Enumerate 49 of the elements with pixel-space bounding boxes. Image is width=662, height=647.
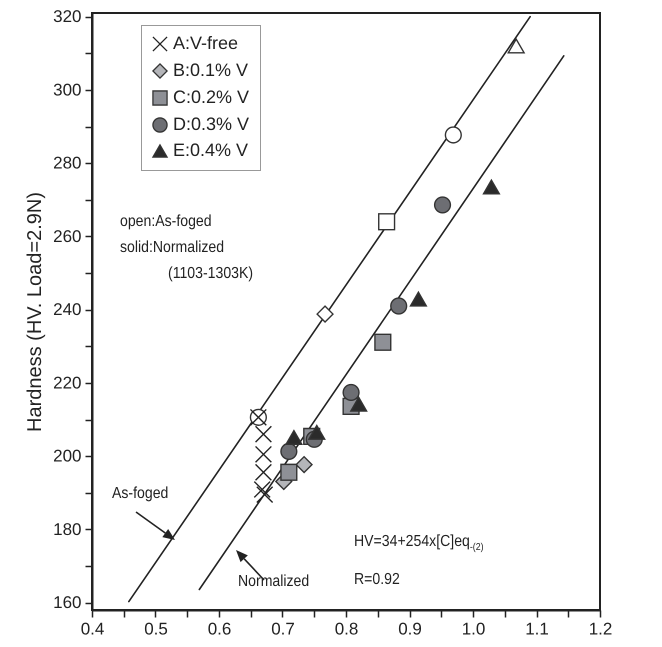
point <box>342 384 360 402</box>
y-tick-label: 240 <box>53 300 82 320</box>
x-tick-label: 1.2 <box>588 620 612 638</box>
x-tick-label: 0.6 <box>208 620 232 638</box>
annotation: HV=34+254x[C]eq$_{-(2)}$ <box>354 533 484 554</box>
x-tick-label: 0.4 <box>80 620 104 638</box>
point <box>508 38 525 54</box>
point <box>316 305 334 323</box>
x-tick-label: 1.1 <box>525 620 549 638</box>
annotation: open:As-foged <box>120 213 212 230</box>
y-tick-label: 200 <box>53 446 82 466</box>
legend-label: E:0.4% V <box>173 140 248 160</box>
legend-label: C:0.2% V <box>173 87 250 107</box>
point <box>256 486 274 504</box>
y-tick-label: 320 <box>53 7 82 26</box>
point <box>280 442 298 460</box>
annotation: As-foged <box>112 485 168 502</box>
x-tick-label: 1.0 <box>462 620 486 638</box>
point <box>444 126 462 144</box>
point <box>410 292 427 307</box>
y-tick-label: 180 <box>53 520 82 539</box>
point <box>378 213 396 230</box>
y-axis-title: Hardness (HV. Load=2.9N) <box>24 192 46 432</box>
x-tick-label: 0.8 <box>334 620 358 638</box>
point <box>295 456 313 474</box>
point <box>280 464 298 481</box>
legend-label: D:0.3% V <box>173 114 250 134</box>
point <box>308 424 326 440</box>
legend-label: A:V-free <box>173 33 238 53</box>
annotation: Normalized <box>238 573 310 590</box>
y-tick-label: 260 <box>53 226 82 246</box>
annotation: (1103-1303K) <box>168 265 254 282</box>
x-tick-label: 0.5 <box>144 620 168 638</box>
y-tick-label: 300 <box>53 80 82 100</box>
point <box>254 426 272 443</box>
point <box>434 196 452 214</box>
annotation: R=0.92 <box>354 571 400 588</box>
x-tick-label: 0.9 <box>398 620 422 638</box>
x-tick-label: 0.7 <box>271 620 295 638</box>
y-tick-label: 280 <box>53 154 82 173</box>
annotation: solid:Normalized <box>120 239 224 256</box>
point <box>482 179 500 195</box>
point <box>390 297 408 315</box>
point <box>374 334 392 351</box>
legend-label: B:0.1% V <box>173 60 248 80</box>
point <box>285 430 303 446</box>
y-tick-label: 160 <box>53 593 82 612</box>
point <box>350 396 368 412</box>
y-tick-label: 220 <box>53 373 82 392</box>
